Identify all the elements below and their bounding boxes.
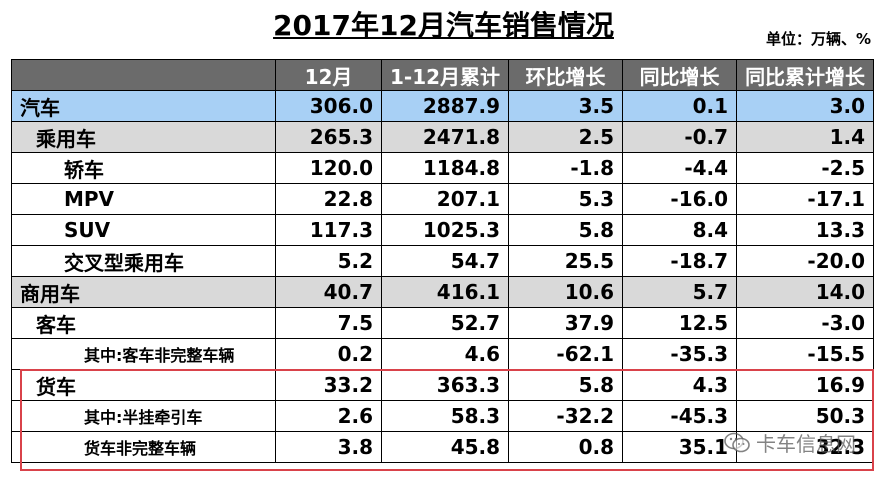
row-label: 其中:客车非完整车辆: [11, 338, 276, 370]
cell-month: 33.2: [275, 369, 382, 401]
cell-yoy: 12.5: [622, 307, 738, 339]
cell-yoy: -35.3: [622, 338, 738, 370]
cell-yoy: 5.7: [622, 276, 738, 308]
header-cell: 环比增长: [508, 59, 624, 91]
page-title: 2017年12月汽车销售情况: [273, 9, 614, 42]
cell-yoy: -0.7: [622, 121, 738, 153]
cell-yoy: -18.7: [622, 245, 738, 277]
cell-yoy-cumulative: -20.0: [736, 245, 875, 277]
cell-cumulative: 45.8: [380, 431, 510, 463]
cell-mom: 25.5: [508, 245, 624, 277]
cell-cumulative: 1025.3: [380, 214, 510, 246]
row-label: 客车: [11, 307, 276, 339]
wechat-icon: [724, 432, 750, 454]
cell-mom: 2.5: [508, 121, 624, 153]
cell-cumulative: 52.7: [380, 307, 510, 339]
table-header-row: 12月 1-12月累计 环比增长 同比增长 同比累计增长: [11, 59, 875, 91]
cell-yoy-cumulative: -17.1: [736, 183, 875, 215]
cell-yoy: -16.0: [622, 183, 738, 215]
cell-month: 2.6: [275, 400, 382, 432]
cell-cumulative: 54.7: [380, 245, 510, 277]
table-row: 轿车 120.0 1184.8 -1.8 -4.4 -2.5: [11, 152, 875, 184]
row-label: MPV: [11, 183, 276, 215]
row-label: 乘用车: [11, 121, 276, 153]
header-cell: 1-12月累计: [380, 59, 510, 91]
cell-cumulative: 2471.8: [380, 121, 510, 153]
cell-yoy: 35.1: [622, 431, 738, 463]
cell-mom: -62.1: [508, 338, 624, 370]
header-cell: [11, 59, 276, 91]
header-cell: 同比增长: [622, 59, 738, 91]
cell-yoy: -4.4: [622, 152, 738, 184]
header-cell: 同比累计增长: [736, 59, 875, 91]
cell-mom: 5.3: [508, 183, 624, 215]
cell-cumulative: 2887.9: [380, 90, 510, 122]
cell-yoy: 8.4: [622, 214, 738, 246]
cell-month: 120.0: [275, 152, 382, 184]
header-cell: 12月: [275, 59, 382, 91]
cell-yoy: 0.1: [622, 90, 738, 122]
cell-month: 40.7: [275, 276, 382, 308]
cell-month: 7.5: [275, 307, 382, 339]
cell-mom: 3.5: [508, 90, 624, 122]
table-row: 其中:半挂牵引车 2.6 58.3 -32.2 -45.3 50.3: [11, 400, 875, 432]
cell-yoy: 4.3: [622, 369, 738, 401]
watermark: 卡车信息网: [724, 428, 856, 457]
row-label: 货车非完整车辆: [11, 431, 276, 463]
row-label: SUV: [11, 214, 276, 246]
table-row: 交叉型乘用车 5.2 54.7 25.5 -18.7 -20.0: [11, 245, 875, 277]
cell-yoy-cumulative: 3.0: [736, 90, 875, 122]
cell-mom: 5.8: [508, 369, 624, 401]
row-label: 交叉型乘用车: [11, 245, 276, 277]
cell-yoy-cumulative: -15.5: [736, 338, 875, 370]
table-row: 乘用车 265.3 2471.8 2.5 -0.7 1.4: [11, 121, 875, 153]
sales-table: 12月 1-12月累计 环比增长 同比增长 同比累计增长 汽车 306.0 28…: [11, 59, 875, 463]
cell-yoy-cumulative: 14.0: [736, 276, 875, 308]
table-row: SUV 117.3 1025.3 5.8 8.4 13.3: [11, 214, 875, 246]
table-row: 货车 33.2 363.3 5.8 4.3 16.9: [11, 369, 875, 401]
cell-month: 22.8: [275, 183, 382, 215]
row-label: 货车: [11, 369, 276, 401]
row-label: 轿车: [11, 152, 276, 184]
cell-month: 306.0: [275, 90, 382, 122]
cell-yoy-cumulative: 50.3: [736, 400, 875, 432]
cell-cumulative: 207.1: [380, 183, 510, 215]
cell-mom: -1.8: [508, 152, 624, 184]
cell-mom: 10.6: [508, 276, 624, 308]
cell-cumulative: 4.6: [380, 338, 510, 370]
cell-mom: -32.2: [508, 400, 624, 432]
cell-mom: 5.8: [508, 214, 624, 246]
table-row: 客车 7.5 52.7 37.9 12.5 -3.0: [11, 307, 875, 339]
cell-mom: 0.8: [508, 431, 624, 463]
cell-yoy-cumulative: 16.9: [736, 369, 875, 401]
cell-cumulative: 416.1: [380, 276, 510, 308]
cell-cumulative: 363.3: [380, 369, 510, 401]
row-label: 商用车: [11, 276, 276, 308]
cell-month: 265.3: [275, 121, 382, 153]
cell-yoy-cumulative: -2.5: [736, 152, 875, 184]
cell-month: 5.2: [275, 245, 382, 277]
cell-month: 0.2: [275, 338, 382, 370]
table-row: 商用车 40.7 416.1 10.6 5.7 14.0: [11, 276, 875, 308]
cell-yoy-cumulative: 1.4: [736, 121, 875, 153]
watermark-text: 卡车信息网: [756, 432, 856, 456]
table-row: 其中:客车非完整车辆 0.2 4.6 -62.1 -35.3 -15.5: [11, 338, 875, 370]
table-row: 货车非完整车辆 3.8 45.8 0.8 35.1 32.3: [11, 431, 875, 463]
cell-mom: 37.9: [508, 307, 624, 339]
cell-yoy-cumulative: 32.3: [736, 431, 875, 463]
cell-cumulative: 1184.8: [380, 152, 510, 184]
cell-cumulative: 58.3: [380, 400, 510, 432]
row-label: 汽车: [11, 90, 276, 122]
cell-yoy: -45.3: [622, 400, 738, 432]
table-row: MPV 22.8 207.1 5.3 -16.0 -17.1: [11, 183, 875, 215]
cell-month: 3.8: [275, 431, 382, 463]
cell-yoy-cumulative: 13.3: [736, 214, 875, 246]
unit-label: 单位：万辆、%: [765, 30, 871, 48]
cell-month: 117.3: [275, 214, 382, 246]
cell-yoy-cumulative: -3.0: [736, 307, 875, 339]
table-row: 汽车 306.0 2887.9 3.5 0.1 3.0: [11, 90, 875, 122]
row-label: 其中:半挂牵引车: [11, 400, 276, 432]
